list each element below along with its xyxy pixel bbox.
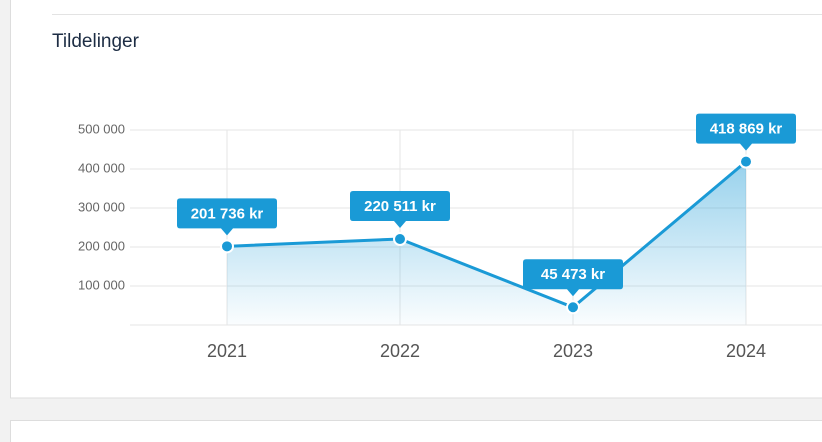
label-box — [696, 113, 796, 151]
x-tick-label: 2021 — [207, 341, 247, 361]
x-tick-label: 2022 — [380, 341, 420, 361]
value-label: 45 473 kr — [541, 266, 605, 283]
y-tick-label: 500 000 — [78, 121, 125, 136]
label-box — [350, 191, 450, 229]
value-label: 418 869 kr — [710, 121, 783, 138]
y-tick-label: 400 000 — [78, 160, 125, 175]
y-tick-label: 300 000 — [78, 199, 125, 214]
line — [226, 160, 747, 309]
card — [10, 420, 822, 442]
chart-title: Tildelinger — [52, 31, 140, 52]
label-box — [177, 198, 277, 236]
point — [393, 232, 407, 247]
x-tick-label: 2024 — [726, 341, 766, 361]
x-tick-label: 2023 — [553, 341, 593, 361]
value-label: 220 511 kr — [364, 198, 436, 215]
label-box — [523, 259, 623, 297]
point — [566, 300, 580, 315]
y-tick-label: 100 000 — [78, 277, 125, 292]
point — [220, 239, 234, 254]
point — [739, 154, 753, 169]
y-tick-label: 200 000 — [78, 238, 125, 253]
value-label: 201 736 kr — [191, 205, 264, 222]
